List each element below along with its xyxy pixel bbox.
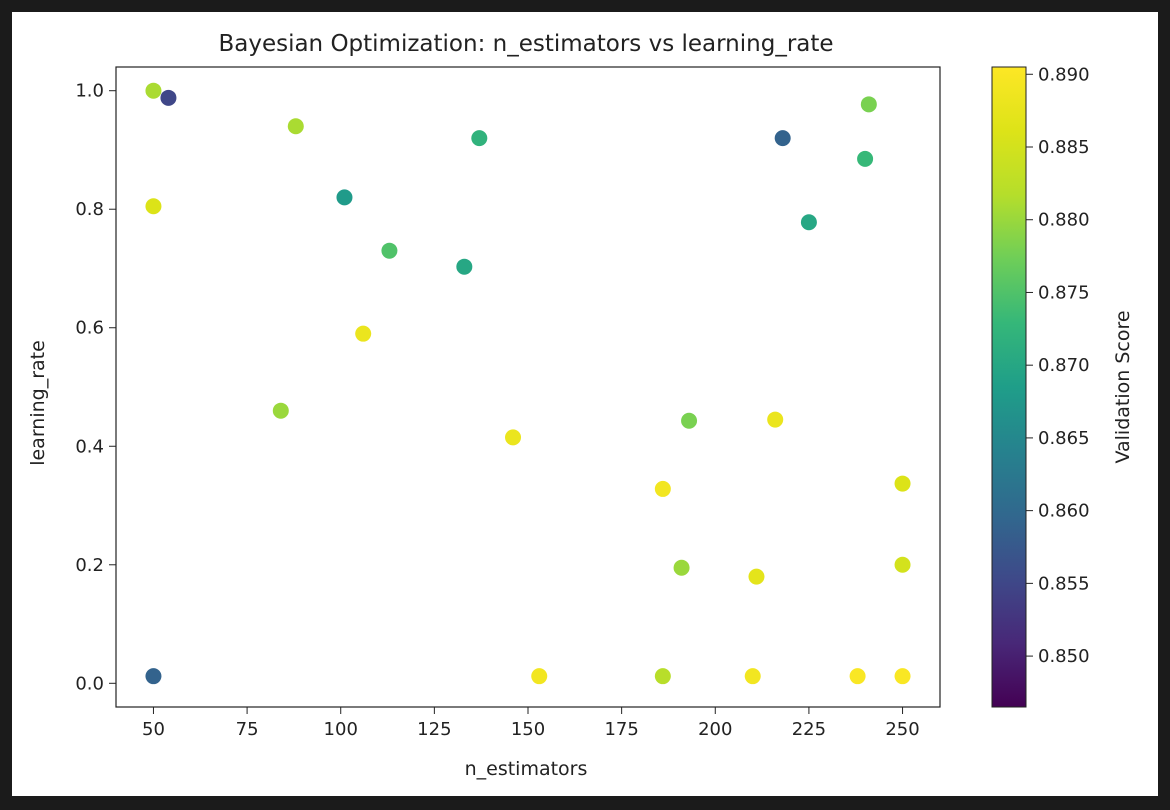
colorbar-gradient [991, 66, 1027, 708]
x-tick-label: 75 [236, 719, 259, 740]
data-point [654, 480, 671, 497]
data-point [145, 82, 162, 99]
colorbar-tick-label: 0.880 [1038, 210, 1090, 231]
y-tick-label: 0.2 [75, 555, 104, 576]
data-point [381, 242, 398, 259]
data-point [849, 668, 866, 685]
y-axis-label: learning_rate [27, 340, 49, 466]
chart-title: Bayesian Optimization: n_estimators vs l… [218, 31, 833, 57]
data-point [272, 402, 289, 419]
colorbar-label: Validation Score [1112, 310, 1134, 463]
y-tick-label: 0.6 [75, 318, 104, 339]
data-point [287, 118, 304, 135]
x-tick-label: 100 [324, 719, 358, 740]
colorbar: 0.850 0.855 0.860 0.865 0.870 0.875 0.880 0.885… [991, 64, 1090, 708]
data-point [160, 89, 177, 106]
data-point [860, 96, 877, 113]
colorbar-tick-label: 0.890 [1038, 64, 1090, 85]
x-tick-label: 150 [511, 719, 545, 740]
plot-frame [115, 66, 941, 708]
data-point [857, 150, 874, 167]
x-axis-label: n_estimators [465, 758, 588, 780]
data-point [336, 189, 353, 206]
y-tick-label: 0.0 [75, 673, 104, 694]
x-tick-label: 125 [417, 719, 451, 740]
data-point [471, 130, 488, 147]
data-point [894, 556, 911, 573]
data-point [681, 412, 698, 429]
scatter-chart: Bayesian Optimization: n_estimators vs l… [27, 31, 1134, 780]
y-tick-label: 0.8 [75, 199, 104, 220]
data-point [654, 668, 671, 685]
colorbar-tick-label: 0.885 [1038, 137, 1090, 158]
data-point [748, 568, 765, 585]
y-tick-label: 1.0 [75, 81, 104, 102]
data-point [767, 411, 784, 428]
data-point [744, 668, 761, 685]
x-tick-label: 50 [142, 719, 165, 740]
colorbar-tick-label: 0.865 [1038, 428, 1090, 449]
x-tick-label: 250 [885, 719, 919, 740]
data-point [145, 198, 162, 215]
data-point [145, 668, 162, 685]
x-tick-label: 200 [698, 719, 732, 740]
x-tick-label: 225 [792, 719, 826, 740]
x-tick-label: 175 [604, 719, 638, 740]
data-point [800, 214, 817, 231]
colorbar-tick-label: 0.850 [1038, 646, 1090, 667]
y-tick-label: 0.4 [75, 436, 104, 457]
data-point [774, 130, 791, 147]
data-point [456, 258, 473, 275]
colorbar-tick-label: 0.875 [1038, 282, 1090, 303]
data-point [894, 668, 911, 685]
colorbar-tick-label: 0.860 [1038, 501, 1090, 522]
data-point [673, 559, 690, 576]
colorbar-tick-label: 0.870 [1038, 355, 1090, 376]
data-point [505, 429, 522, 446]
data-point [894, 475, 911, 492]
chart-canvas: Bayesian Optimization: n_estimators vs l… [12, 12, 1158, 796]
data-point [531, 668, 548, 685]
plot-area: 50 75 100 125 150 175 200 225 250 0.0 0.2 0.4 0.6 0.8… [75, 66, 941, 740]
data-point [355, 325, 372, 342]
colorbar-tick-label: 0.855 [1038, 573, 1090, 594]
